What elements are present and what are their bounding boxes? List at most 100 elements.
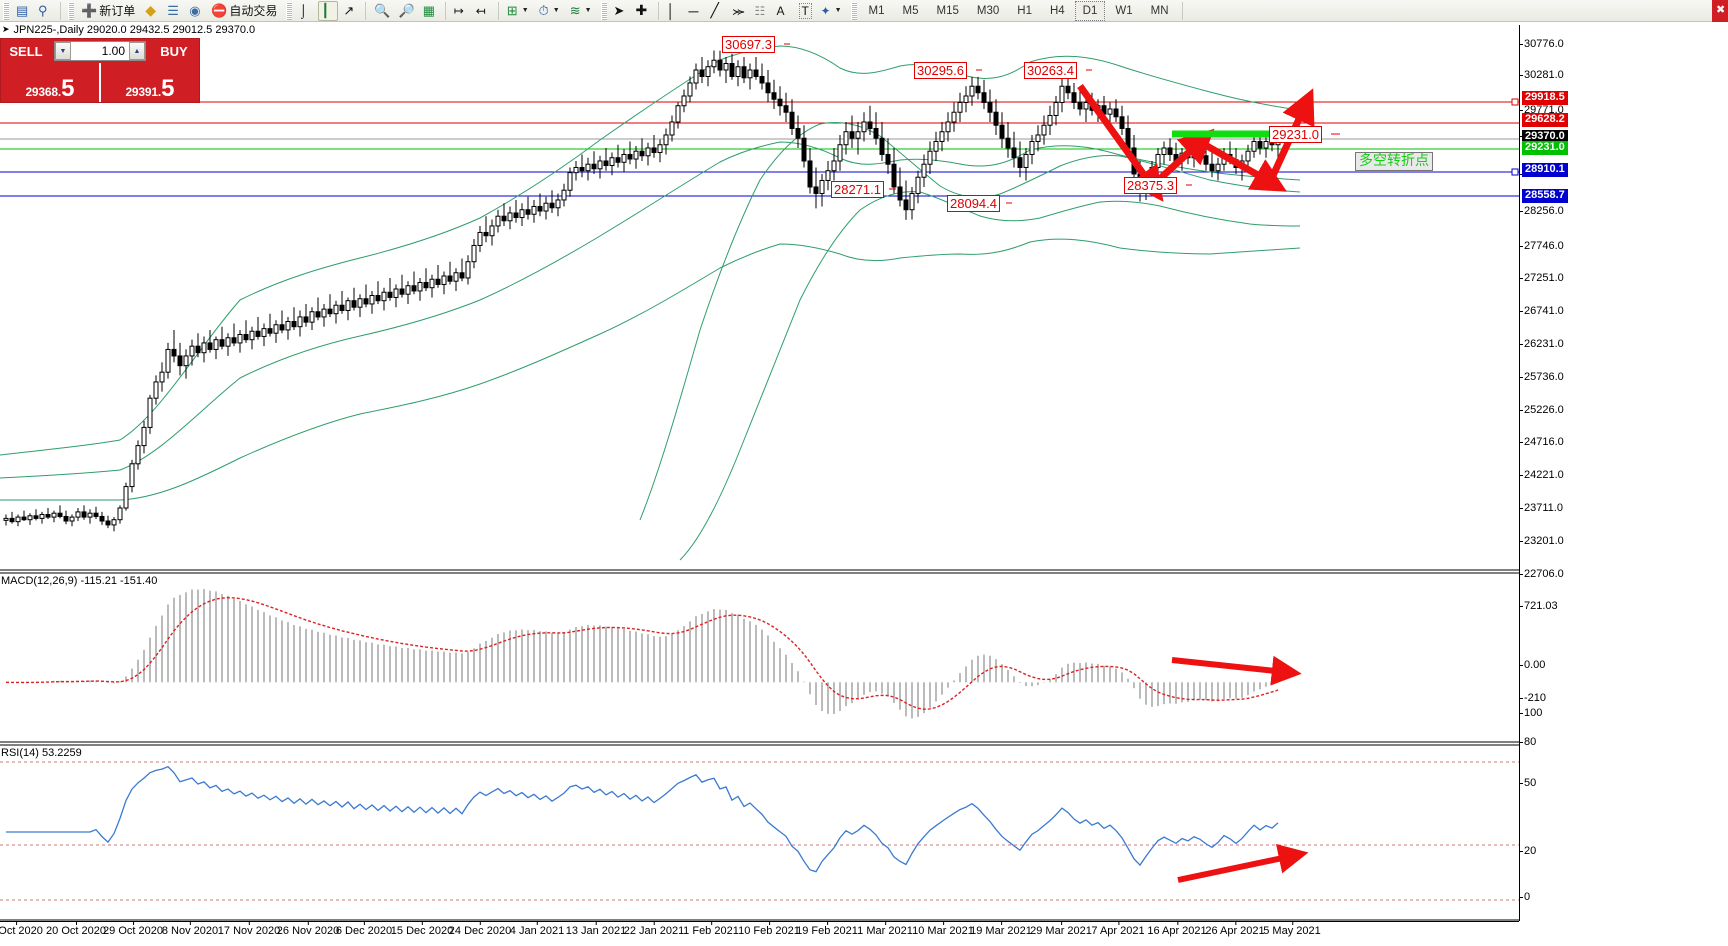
strategy-tester-icon[interactable]: ☰ bbox=[167, 2, 179, 18]
date-axis-tick: 5 May 2021 bbox=[1263, 921, 1321, 937]
price-axis-tick: 26741.0 bbox=[1520, 305, 1564, 317]
price-tag-29231[interactable]: 29231.0 bbox=[1269, 126, 1322, 143]
sell-price[interactable]: 29368 . 5 bbox=[1, 63, 99, 102]
sell-button[interactable]: SELL bbox=[1, 39, 51, 63]
fibonacci-retracement-icon[interactable]: ☷ bbox=[754, 3, 766, 18]
hline-handle-red bbox=[1511, 98, 1519, 106]
volume-decrease-button[interactable]: ▼ bbox=[55, 42, 71, 60]
date-axis-tick: 8 Nov 2020 bbox=[161, 921, 219, 937]
vertical-line-icon[interactable]: │ bbox=[666, 2, 676, 19]
price-tag-28271[interactable]: 28271.1 bbox=[831, 181, 884, 198]
price-axis-tick: 28256.0 bbox=[1520, 205, 1564, 217]
new-order-label: 新订单 bbox=[99, 4, 136, 18]
price-axis-badge[interactable]: 29628.2 bbox=[1522, 113, 1568, 127]
new-order-button[interactable]: ➕ 新订单 bbox=[78, 1, 140, 21]
price-tag-30295[interactable]: 30295.6 bbox=[914, 62, 967, 79]
text-label-icon[interactable]: T bbox=[796, 1, 816, 21]
price-axis-badge[interactable]: 28910.1 bbox=[1522, 163, 1568, 177]
sell-price-integer: 29368 bbox=[25, 85, 58, 99]
toolbar-separator-2 bbox=[365, 1, 367, 20]
turning-point-note[interactable]: 多空转折点 bbox=[1355, 152, 1433, 171]
tab-timeframe-m30[interactable]: M30 bbox=[976, 4, 1000, 17]
toolbar-separator-3 bbox=[444, 1, 446, 20]
tab-timeframe-d1[interactable]: D1 bbox=[1074, 0, 1106, 21]
price-axis-badge[interactable]: 29231.0 bbox=[1522, 141, 1568, 155]
tab-timeframe-m15[interactable]: M15 bbox=[936, 4, 959, 17]
price-tag-28094[interactable]: 28094.4 bbox=[947, 195, 1000, 212]
new-chart-icon[interactable]: ▤ bbox=[16, 2, 29, 18]
date-axis-tick: 4 Jan 2021 bbox=[509, 921, 565, 937]
line-chart-icon[interactable]: ↗ bbox=[343, 2, 355, 18]
cursor-icon[interactable]: ➤ bbox=[613, 2, 625, 18]
crosshair-icon[interactable]: ✚ bbox=[635, 2, 648, 18]
horizontal-line-icon[interactable]: ─ bbox=[688, 2, 699, 19]
text-icon[interactable]: A bbox=[776, 3, 785, 18]
buy-price[interactable]: 29391 . 5 bbox=[101, 63, 199, 102]
tab-timeframe-h4[interactable]: H4 bbox=[1049, 4, 1065, 17]
bollinger-bands bbox=[0, 45, 1301, 501]
metaeditor-icon[interactable]: ◆ bbox=[145, 2, 156, 18]
tab-timeframe-mn[interactable]: MN bbox=[1150, 4, 1169, 17]
buy-button[interactable]: BUY bbox=[149, 39, 199, 63]
equidistant-channel-icon[interactable]: ⪼ bbox=[732, 2, 745, 18]
price-axis-badge[interactable]: 28558.7 bbox=[1522, 189, 1568, 203]
toolbar-grip-5[interactable] bbox=[850, 1, 857, 20]
date-axis-tick: 22 Jan 2021 bbox=[623, 921, 685, 937]
rsi-tick-0: 0 bbox=[1519, 891, 1531, 903]
tab-timeframe-m1[interactable]: M1 bbox=[868, 4, 885, 17]
price-axis-badge[interactable]: 29370.0 bbox=[1522, 130, 1568, 144]
auto-scroll-icon[interactable]: ↦ bbox=[453, 3, 464, 18]
chevron-down-icon-4[interactable]: ▼ bbox=[834, 7, 842, 14]
bollinger-bands-slow bbox=[639, 122, 1301, 561]
price-axis-tick: 30776.0 bbox=[1520, 38, 1564, 50]
date-axis-tick: 24 Dec 2020 bbox=[448, 921, 512, 937]
tab-timeframe-w1[interactable]: W1 bbox=[1115, 4, 1133, 17]
market-watch-icon[interactable]: ⚲ bbox=[38, 2, 48, 18]
zoom-in-icon[interactable]: 🔍 bbox=[374, 2, 391, 18]
price-tag-30697[interactable]: 30697.3 bbox=[722, 36, 775, 53]
toolbar-grip-4[interactable] bbox=[600, 1, 607, 20]
volume-increase-button[interactable]: ▲ bbox=[129, 42, 145, 60]
price-axis-tick: 25226.0 bbox=[1520, 404, 1564, 416]
date-axis-tick: 26 Nov 2020 bbox=[276, 921, 340, 937]
shapes-icon[interactable]: ✦ ▼ bbox=[820, 3, 842, 18]
price-tag-30263[interactable]: 30263.4 bbox=[1024, 62, 1077, 79]
toolbar-grip[interactable] bbox=[3, 1, 9, 20]
periods-icon[interactable]: ⏱ ▼ bbox=[538, 2, 560, 18]
price-tag-28375[interactable]: 28375.3 bbox=[1124, 177, 1177, 194]
price-axis-tick: 22706.0 bbox=[1520, 568, 1564, 580]
chevron-down-icon-3[interactable]: ▼ bbox=[584, 7, 592, 14]
signals-icon[interactable]: ◉ bbox=[189, 2, 201, 18]
trade-panel-divider bbox=[99, 63, 101, 102]
zoom-out-icon[interactable]: 🔎 bbox=[398, 2, 415, 18]
volume-stepper[interactable]: ▼ 1.00 ▲ bbox=[54, 41, 146, 61]
date-axis-tick: 10 Feb 2021 bbox=[738, 921, 800, 937]
macd-divergence-arrow bbox=[1171, 655, 1302, 686]
templates-icon[interactable]: ≋ ▼ bbox=[569, 2, 592, 18]
tab-timeframe-m5[interactable]: M5 bbox=[902, 4, 919, 17]
symbol-info-line: ➤ JPN225-,Daily 29020.0 29432.5 29012.5 … bbox=[0, 23, 1728, 36]
indicators-icon[interactable]: ⊞ ▼ bbox=[506, 2, 529, 18]
bar-chart-icon[interactable]: ⌡ bbox=[299, 3, 308, 18]
price-axis-tick: 25736.0 bbox=[1520, 371, 1564, 383]
data-window-icon[interactable]: ▦ bbox=[422, 2, 436, 18]
close-window-button[interactable]: ✖ bbox=[1712, 0, 1728, 22]
toolbar-grip-2[interactable] bbox=[68, 1, 74, 20]
trendline-icon[interactable]: ╱ bbox=[710, 2, 719, 18]
macd-tick-min: -210 bbox=[1519, 692, 1547, 704]
tab-timeframe-h1[interactable]: H1 bbox=[1017, 4, 1032, 17]
candlestick-chart-icon[interactable]: ┃ bbox=[318, 0, 339, 21]
price-axis[interactable]: 30776.030281.029771.029370.028766.028256… bbox=[1519, 25, 1728, 921]
buy-price-integer: 29391 bbox=[125, 85, 158, 99]
volume-input[interactable]: 1.00 bbox=[101, 44, 125, 58]
chart-shift-icon[interactable]: ↤ bbox=[475, 3, 486, 18]
rsi-tick-80: 80 bbox=[1519, 736, 1537, 748]
price-axis-badge[interactable]: 29918.5 bbox=[1522, 91, 1568, 105]
toolbar-grip-3[interactable] bbox=[286, 1, 293, 20]
chevron-down-icon-2[interactable]: ▼ bbox=[552, 7, 560, 14]
macd-signal-line bbox=[5, 596, 1279, 710]
auto-trading-button[interactable]: ⛔ 自动交易 bbox=[208, 1, 282, 21]
chevron-down-icon[interactable]: ▼ bbox=[521, 7, 529, 14]
